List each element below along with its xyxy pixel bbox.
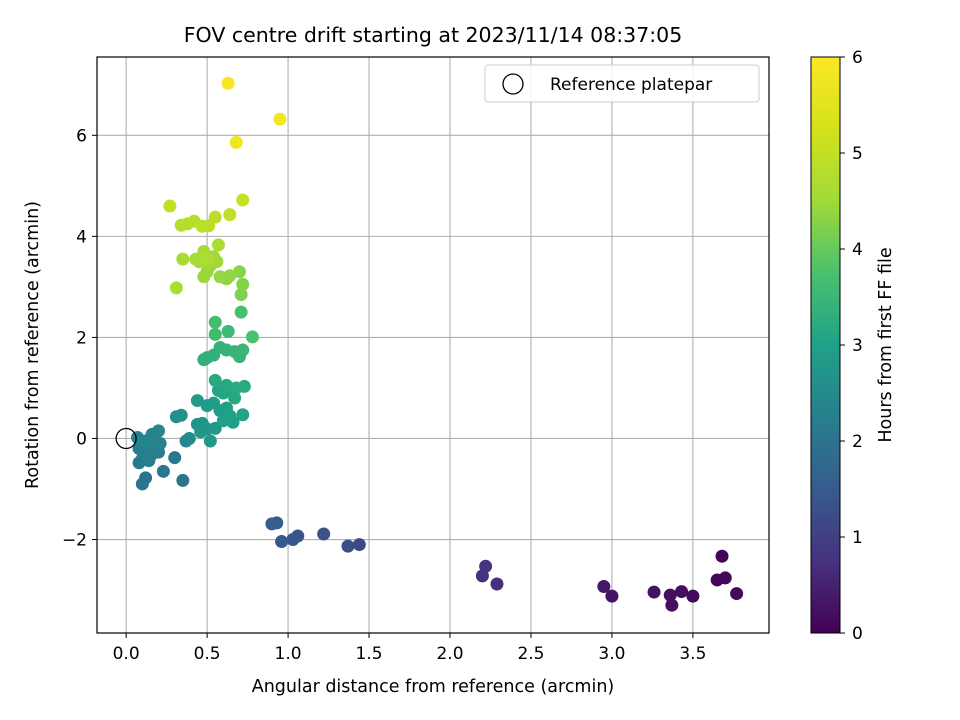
data-point <box>208 210 222 224</box>
colorbar-ticks: 0 1 2 3 4 5 6 <box>840 48 863 644</box>
data-point <box>597 580 611 594</box>
x-tick-label: 3.0 <box>598 644 625 664</box>
data-point <box>228 391 242 405</box>
colorbar: 0 1 2 3 4 5 6 Hours from first FF file <box>810 48 896 644</box>
data-point <box>352 538 366 552</box>
data-point <box>234 287 248 301</box>
colorbar-tick-label: 2 <box>852 432 863 452</box>
data-point <box>229 135 243 149</box>
x-axis-ticks: 0.0 0.5 1.0 1.5 2.0 2.5 3.0 3.5 <box>113 633 706 664</box>
data-point <box>715 549 729 563</box>
data-point <box>163 199 177 213</box>
data-point <box>245 330 259 344</box>
data-point <box>275 535 289 549</box>
y-tick-label: 4 <box>76 227 87 247</box>
data-point <box>341 539 355 553</box>
data-point <box>221 76 235 90</box>
data-point <box>143 449 157 463</box>
colorbar-tick-label: 3 <box>852 336 863 356</box>
x-tick-label: 3.5 <box>679 644 706 664</box>
data-point <box>490 577 504 591</box>
data-point <box>647 585 661 599</box>
data-point <box>139 471 153 485</box>
x-tick-label: 2.0 <box>436 644 463 664</box>
data-point <box>211 238 225 252</box>
data-point <box>203 434 217 448</box>
colorbar-gradient <box>810 56 841 634</box>
colorbar-tick-label: 6 <box>852 48 863 68</box>
legend-box <box>484 64 760 103</box>
x-axis-label: Angular distance from reference (arcmin) <box>252 677 615 697</box>
data-point <box>236 193 250 207</box>
data-point <box>174 408 188 422</box>
data-point <box>221 324 235 338</box>
grid-lines <box>97 57 769 633</box>
data-point <box>232 265 246 279</box>
data-point <box>223 208 237 222</box>
y-axis-label: Rotation from reference (arcmin) <box>23 201 43 489</box>
data-point <box>208 373 222 387</box>
y-tick-label: −2 <box>62 531 87 551</box>
data-point <box>176 252 190 266</box>
chart-title: FOV centre drift starting at 2023/11/14 … <box>184 23 683 47</box>
reference-marker-layer <box>115 427 137 450</box>
data-point <box>190 394 204 408</box>
data-point <box>153 437 167 451</box>
data-point <box>182 431 196 445</box>
data-point <box>665 598 679 612</box>
data-point <box>169 281 183 295</box>
data-point <box>237 379 251 393</box>
legend-entry-reference: Reference platepar <box>550 75 712 95</box>
colorbar-tick-label: 0 <box>852 624 863 644</box>
colorbar-tick-label: 5 <box>852 144 863 164</box>
data-point <box>139 434 153 448</box>
y-tick-label: 6 <box>76 126 87 146</box>
data-point <box>273 112 287 126</box>
data-point <box>730 587 744 601</box>
legend: Reference platepar <box>484 64 760 103</box>
data-point <box>718 571 732 585</box>
data-point <box>686 589 700 603</box>
data-point <box>156 464 170 478</box>
y-axis-ticks: −2 0 2 4 6 <box>62 126 97 551</box>
data-point <box>605 589 619 603</box>
data-point <box>675 585 689 599</box>
data-point <box>208 327 222 341</box>
data-point <box>236 277 250 291</box>
y-tick-label: 0 <box>76 429 87 449</box>
colorbar-tick-label: 1 <box>852 528 863 548</box>
legend-reference-marker <box>502 73 524 95</box>
data-point <box>208 315 222 329</box>
data-point <box>220 378 234 392</box>
data-point <box>286 533 300 547</box>
data-point <box>236 343 250 357</box>
data-points <box>130 76 744 612</box>
data-point <box>234 305 248 319</box>
data-point <box>213 270 227 284</box>
data-point <box>265 517 279 531</box>
x-tick-label: 2.5 <box>517 644 544 664</box>
data-point <box>176 473 190 487</box>
x-tick-label: 1.0 <box>275 644 302 664</box>
data-point <box>223 269 237 283</box>
data-point <box>189 252 203 266</box>
data-point <box>479 559 493 573</box>
x-tick-label: 0.5 <box>194 644 221 664</box>
data-point <box>663 588 677 602</box>
data-point <box>152 424 166 438</box>
x-tick-label: 0.0 <box>113 644 140 664</box>
y-tick-label: 2 <box>76 328 87 348</box>
colorbar-tick-label: 4 <box>852 240 863 260</box>
data-point <box>197 270 211 284</box>
data-point <box>168 451 182 465</box>
reference-platepar-marker <box>115 427 137 450</box>
data-point <box>317 527 331 541</box>
data-point <box>236 408 250 422</box>
x-tick-label: 1.5 <box>356 644 383 664</box>
colorbar-label: Hours from first FF file <box>876 247 896 442</box>
data-point <box>223 409 237 423</box>
data-point <box>200 252 214 266</box>
plot-frame <box>96 56 770 634</box>
